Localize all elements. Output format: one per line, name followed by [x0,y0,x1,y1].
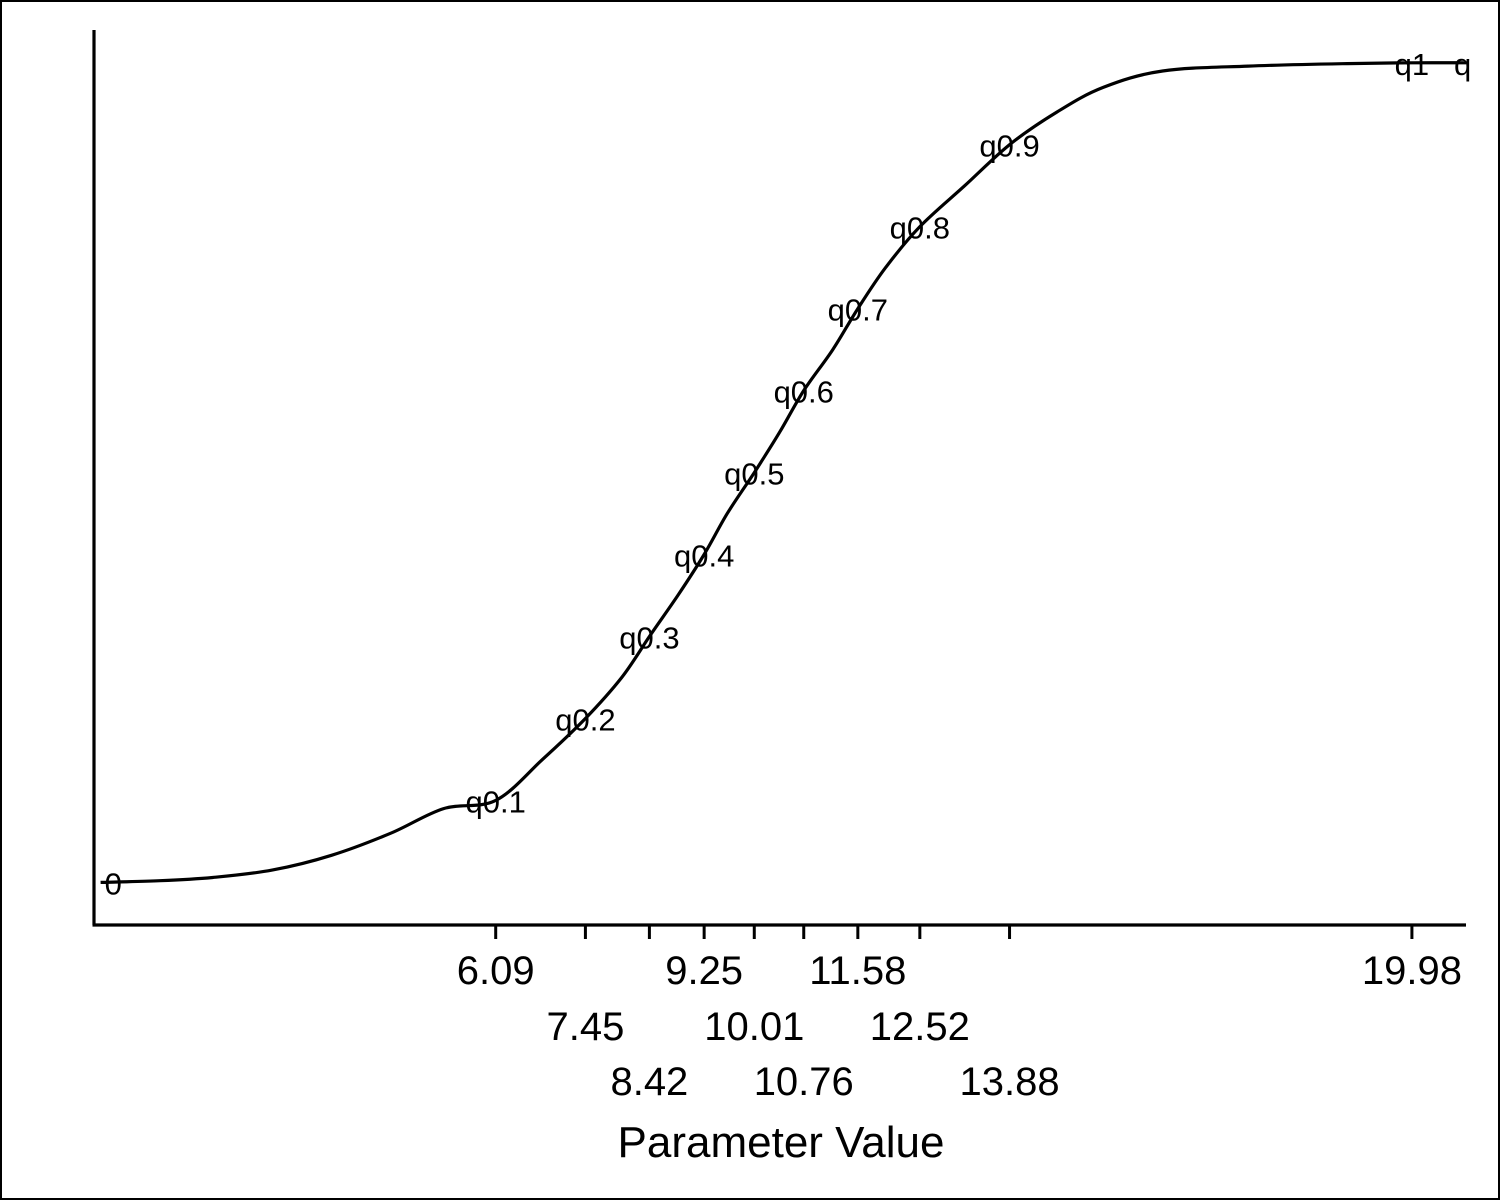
quantile-label: q1 [1395,47,1429,82]
quantile-label: q0.8 [890,211,950,246]
quantile-label: q0.9 [979,129,1039,164]
x-tick-label: 11.58 [809,949,906,993]
x-tick-label: 7.45 [546,1005,624,1049]
x-tick-label: 6.09 [457,949,535,993]
quantile-label: q0.1 [466,784,526,819]
quantile-labels: 0 q0.1 q0.2 q0.3 q0.4 q0.5 q0.6 q0.7 q0.8 q0.9 q1 q [105,47,1472,902]
x-tick-label: 12.52 [870,1005,970,1049]
quantile-label: q0.5 [724,457,784,492]
quantile-label: q0.7 [828,293,888,328]
x-ticks [494,925,1414,939]
x-tick-label: 19.98 [1362,949,1462,993]
x-tick-label: 9.25 [665,949,743,993]
quantile-label: 0 [105,866,122,901]
x-axis-title: Parameter Value [618,1118,945,1167]
x-tick-label: 13.88 [959,1060,1059,1104]
x-tick-label: 10.76 [754,1060,854,1104]
axes [92,30,1466,927]
cdf-curve [100,61,1467,884]
quantile-label: q0.3 [619,621,679,656]
quantile-label: q0.6 [774,375,834,410]
x-tick-label: 10.01 [704,1005,804,1049]
quantile-label: q0.4 [674,539,734,574]
quantile-label: q0.2 [555,702,615,737]
quantile-label: q [1454,47,1471,82]
x-tick-labels: 6.097.45 8.42 9.25 10.01 10.76 11.58 12.52 13.8… [457,949,1462,1104]
x-tick-label: 8.42 [610,1060,688,1104]
